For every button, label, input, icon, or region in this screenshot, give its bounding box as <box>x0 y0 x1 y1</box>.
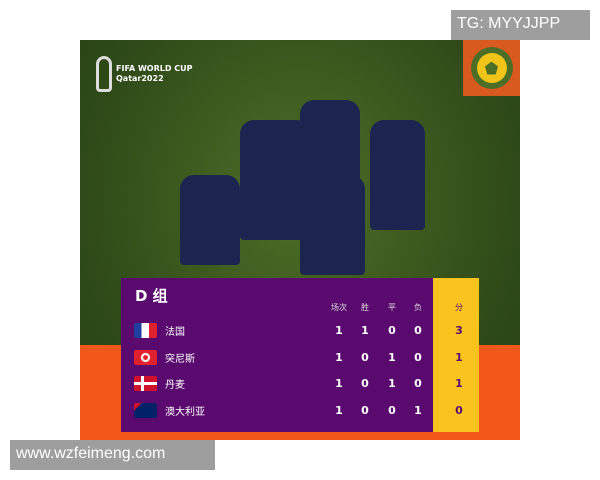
logo-line1: FIFA WORLD CUP <box>116 64 193 73</box>
drawn: 1 <box>388 376 396 390</box>
points-column <box>433 278 479 432</box>
trophy-icon <box>96 56 112 92</box>
watermark-url: www.wzfeimeng.com <box>10 440 215 470</box>
played: 1 <box>335 403 343 417</box>
group-title: D 组 <box>135 287 168 305</box>
denmark-flag-icon <box>134 375 157 391</box>
points: 1 <box>455 376 463 390</box>
points: 0 <box>455 403 463 417</box>
header-played: 场次 <box>331 303 347 312</box>
played: 1 <box>335 376 343 390</box>
header-drawn: 平 <box>388 303 396 312</box>
table-row: 突尼斯 1 0 1 0 1 <box>121 344 479 370</box>
lost: 0 <box>414 376 422 390</box>
won: 0 <box>361 403 369 417</box>
won: 0 <box>361 350 369 364</box>
team-name: 突尼斯 <box>165 353 195 365</box>
team-name: 法国 <box>165 326 185 338</box>
played: 1 <box>335 350 343 364</box>
table-row: 法国 1 1 0 0 3 <box>121 317 479 343</box>
drawn: 1 <box>388 350 396 364</box>
tunisia-flag-icon <box>134 349 157 365</box>
logo-line2: Qatar2022 <box>116 74 164 83</box>
points: 1 <box>455 350 463 364</box>
team-name: 澳大利亚 <box>165 406 205 418</box>
australia-flag-icon <box>134 402 157 418</box>
drawn: 0 <box>388 403 396 417</box>
world-cup-logo: FIFA WORLD CUP Qatar2022 <box>96 56 193 92</box>
players-huddle <box>180 90 425 280</box>
lost: 0 <box>414 350 422 364</box>
header-lost: 负 <box>414 303 422 312</box>
lost: 0 <box>414 323 422 337</box>
group-standings-table: D 组 场次 胜 平 负 分 法国 1 1 0 0 3 突尼斯 1 0 1 0 … <box>121 278 479 432</box>
played: 1 <box>335 323 343 337</box>
won: 0 <box>361 376 369 390</box>
header-points: 分 <box>455 303 463 312</box>
team-name: 丹麦 <box>165 379 185 391</box>
team-photo: FIFA WORLD CUP Qatar2022 D 组 场次 胜 平 负 分 … <box>80 40 520 440</box>
watermark-tg: TG: MYYJJPP <box>451 10 590 40</box>
drawn: 0 <box>388 323 396 337</box>
won: 1 <box>361 323 369 337</box>
table-row: 澳大利亚 1 0 0 1 0 <box>121 397 479 423</box>
table-row: 丹麦 1 0 1 0 1 <box>121 370 479 396</box>
lost: 1 <box>414 403 422 417</box>
header-won: 胜 <box>361 303 369 312</box>
points: 3 <box>455 323 463 337</box>
football-badge-icon <box>463 40 520 96</box>
france-flag-icon <box>134 322 157 338</box>
